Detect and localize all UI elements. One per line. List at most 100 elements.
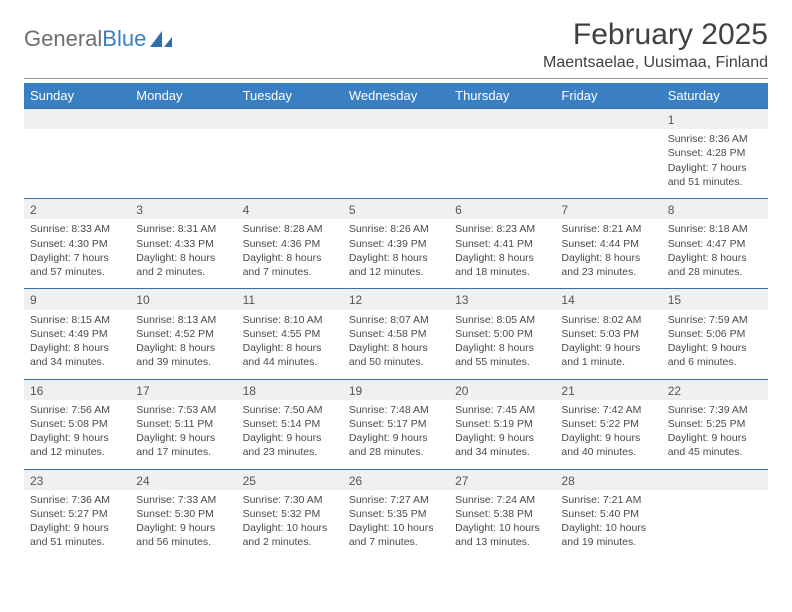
calendar-page: GeneralBlue February 2025 Maentsaelae, U… [0, 0, 792, 612]
day-number: 5 [349, 199, 443, 219]
sunset-text: Sunset: 5:19 PM [455, 417, 549, 431]
day-number-row: 16171819202122 [24, 379, 768, 400]
day-cell: Sunrise: 7:48 AMSunset: 5:17 PMDaylight:… [343, 400, 449, 470]
sunset-text: Sunset: 4:33 PM [136, 237, 230, 251]
day-content-row: Sunrise: 8:15 AMSunset: 4:49 PMDaylight:… [24, 310, 768, 380]
sunset-text: Sunset: 5:17 PM [349, 417, 443, 431]
daylight-text: Daylight: 9 hours [30, 521, 124, 535]
day-number: 1 [668, 109, 762, 129]
day-number-row: 2345678 [24, 199, 768, 220]
daylight-text: Daylight: 8 hours [455, 341, 549, 355]
day-number-cell: 26 [343, 469, 449, 490]
daylight-text: and 12 minutes. [349, 265, 443, 279]
sunset-text: Sunset: 4:58 PM [349, 327, 443, 341]
sunrise-text: Sunrise: 8:05 AM [455, 313, 549, 327]
day-number-cell: 5 [343, 199, 449, 220]
daylight-text: Daylight: 10 hours [561, 521, 655, 535]
sunrise-text: Sunrise: 8:13 AM [136, 313, 230, 327]
sunset-text: Sunset: 5:03 PM [561, 327, 655, 341]
day-cell: Sunrise: 8:36 AMSunset: 4:28 PMDaylight:… [662, 129, 768, 199]
daylight-text: and 51 minutes. [30, 535, 124, 549]
day-cell: Sunrise: 8:26 AMSunset: 4:39 PMDaylight:… [343, 219, 449, 289]
day-number-cell: 2 [24, 199, 130, 220]
day-cell: Sunrise: 8:18 AMSunset: 4:47 PMDaylight:… [662, 219, 768, 289]
daylight-text: and 6 minutes. [668, 355, 762, 369]
sunrise-text: Sunrise: 8:33 AM [30, 222, 124, 236]
daylight-text: Daylight: 8 hours [349, 251, 443, 265]
day-content-row: Sunrise: 7:56 AMSunset: 5:08 PMDaylight:… [24, 400, 768, 470]
day-number: 10 [136, 289, 230, 309]
daylight-text: Daylight: 9 hours [349, 431, 443, 445]
location: Maentsaelae, Uusimaa, Finland [543, 54, 768, 72]
logo-sail-icon [148, 29, 174, 49]
day-number-cell: 27 [449, 469, 555, 490]
sunrise-text: Sunrise: 8:15 AM [30, 313, 124, 327]
sunset-text: Sunset: 5:27 PM [30, 507, 124, 521]
sunrise-text: Sunrise: 7:42 AM [561, 403, 655, 417]
sunrise-text: Sunrise: 8:02 AM [561, 313, 655, 327]
day-cell: Sunrise: 7:56 AMSunset: 5:08 PMDaylight:… [24, 400, 130, 470]
day-number-cell: 20 [449, 379, 555, 400]
day-number-cell: 12 [343, 289, 449, 310]
sunrise-text: Sunrise: 8:26 AM [349, 222, 443, 236]
day-number-cell [24, 109, 130, 130]
daylight-text: Daylight: 9 hours [455, 431, 549, 445]
day-cell [24, 129, 130, 199]
day-cell: Sunrise: 7:53 AMSunset: 5:11 PMDaylight:… [130, 400, 236, 470]
day-content-row: Sunrise: 8:33 AMSunset: 4:30 PMDaylight:… [24, 219, 768, 289]
sunset-text: Sunset: 5:22 PM [561, 417, 655, 431]
day-number: 23 [30, 470, 124, 490]
calendar-table: SundayMondayTuesdayWednesdayThursdayFrid… [24, 83, 768, 559]
daylight-text: and 18 minutes. [455, 265, 549, 279]
sunset-text: Sunset: 4:41 PM [455, 237, 549, 251]
daylight-text: and 23 minutes. [243, 445, 337, 459]
daylight-text: and 19 minutes. [561, 535, 655, 549]
daylight-text: Daylight: 8 hours [455, 251, 549, 265]
day-number: 28 [561, 470, 655, 490]
day-cell: Sunrise: 8:23 AMSunset: 4:41 PMDaylight:… [449, 219, 555, 289]
day-number-cell [343, 109, 449, 130]
day-number-cell: 11 [237, 289, 343, 310]
daylight-text: and 55 minutes. [455, 355, 549, 369]
daylight-text: Daylight: 8 hours [136, 251, 230, 265]
day-number: 21 [561, 380, 655, 400]
day-number-row: 1 [24, 109, 768, 130]
day-cell: Sunrise: 7:36 AMSunset: 5:27 PMDaylight:… [24, 490, 130, 559]
day-number-cell: 18 [237, 379, 343, 400]
sunset-text: Sunset: 4:44 PM [561, 237, 655, 251]
sunset-text: Sunset: 5:25 PM [668, 417, 762, 431]
weekday-header: Monday [130, 83, 236, 109]
day-number: 17 [136, 380, 230, 400]
daylight-text: Daylight: 7 hours [668, 161, 762, 175]
day-cell: Sunrise: 8:07 AMSunset: 4:58 PMDaylight:… [343, 310, 449, 380]
day-cell [237, 129, 343, 199]
day-number: 15 [668, 289, 762, 309]
sunset-text: Sunset: 5:14 PM [243, 417, 337, 431]
daylight-text: and 1 minute. [561, 355, 655, 369]
day-number-cell: 16 [24, 379, 130, 400]
daylight-text: and 57 minutes. [30, 265, 124, 279]
weekday-header: Friday [555, 83, 661, 109]
day-number-cell: 25 [237, 469, 343, 490]
daylight-text: and 28 minutes. [668, 265, 762, 279]
day-number-cell: 23 [24, 469, 130, 490]
daylight-text: Daylight: 9 hours [668, 431, 762, 445]
day-number: 25 [243, 470, 337, 490]
day-number: 11 [243, 289, 337, 309]
day-cell [555, 129, 661, 199]
day-number-cell: 7 [555, 199, 661, 220]
day-cell: Sunrise: 8:21 AMSunset: 4:44 PMDaylight:… [555, 219, 661, 289]
day-number: 2 [30, 199, 124, 219]
weekday-header: Wednesday [343, 83, 449, 109]
sunset-text: Sunset: 5:38 PM [455, 507, 549, 521]
sunset-text: Sunset: 5:35 PM [349, 507, 443, 521]
day-cell: Sunrise: 7:45 AMSunset: 5:19 PMDaylight:… [449, 400, 555, 470]
daylight-text: and 34 minutes. [455, 445, 549, 459]
weekday-header: Tuesday [237, 83, 343, 109]
daylight-text: and 45 minutes. [668, 445, 762, 459]
day-number-cell [449, 109, 555, 130]
daylight-text: Daylight: 8 hours [136, 341, 230, 355]
day-number: 13 [455, 289, 549, 309]
day-number: 6 [455, 199, 549, 219]
daylight-text: Daylight: 9 hours [30, 431, 124, 445]
